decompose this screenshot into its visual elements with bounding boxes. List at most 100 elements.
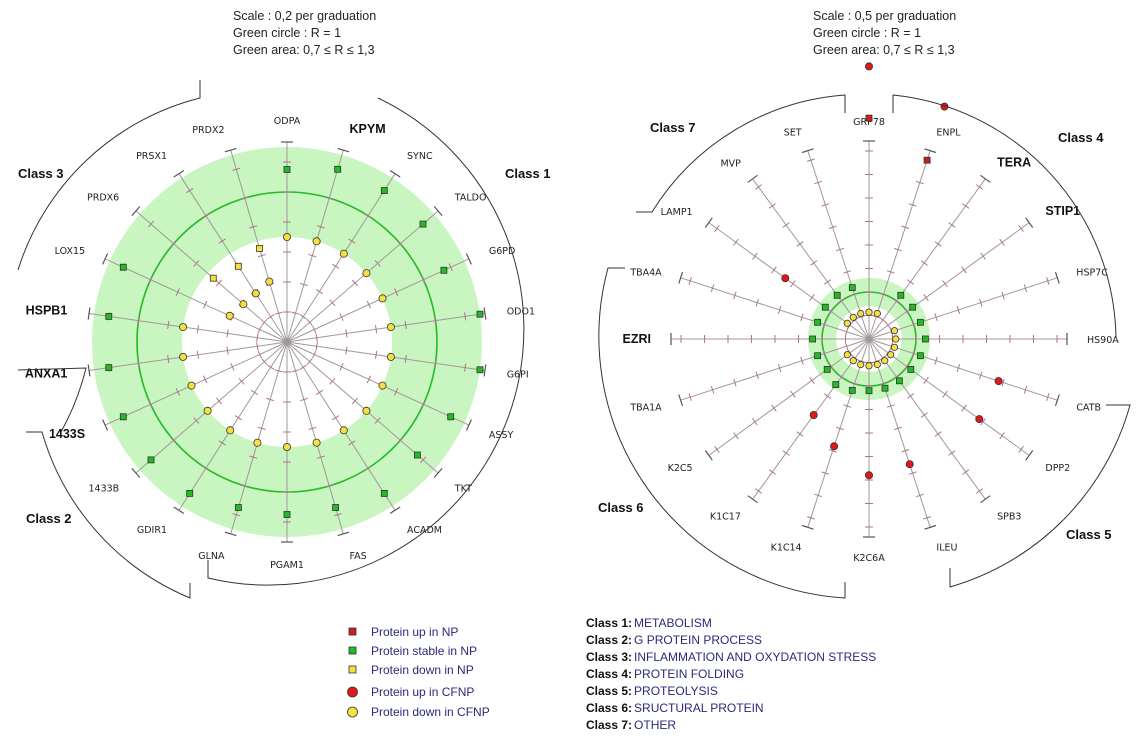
tick xyxy=(256,333,259,342)
axis-end xyxy=(465,419,472,431)
axis-end xyxy=(747,174,758,183)
axis-PRSX1 xyxy=(178,173,288,343)
tick xyxy=(291,311,300,315)
np-marker-PGAM1 xyxy=(283,511,291,518)
axis-1433S xyxy=(104,341,288,426)
np-stable-marker-CATB xyxy=(917,352,924,360)
tick xyxy=(148,275,153,284)
tick xyxy=(203,375,208,384)
tick xyxy=(782,450,790,456)
tick xyxy=(980,418,986,426)
tick xyxy=(299,364,307,370)
tick xyxy=(920,412,928,418)
tick xyxy=(299,314,307,320)
axis-end xyxy=(337,147,350,153)
axis-label-ILEU: ILEU xyxy=(936,542,957,553)
np-marker-PRDX2 xyxy=(256,244,263,252)
np-marker-TKT xyxy=(413,451,421,459)
cfnp-down-marker-LAMP1 xyxy=(843,319,851,327)
tick xyxy=(216,397,222,405)
tick xyxy=(216,279,222,287)
green-area-band xyxy=(92,147,482,537)
tick xyxy=(934,313,938,322)
cfnp-marker-GLNA xyxy=(253,438,262,447)
tick xyxy=(796,431,804,437)
tick xyxy=(175,288,180,297)
np-stable-marker-HS90A xyxy=(922,335,929,343)
tick xyxy=(316,455,325,459)
cfnp-down-marker-DPP2 xyxy=(887,351,895,359)
axis-GLNA xyxy=(230,341,288,535)
cfnp-marker-HSPB1 xyxy=(179,323,188,332)
np-stable-marker-SET xyxy=(848,284,856,292)
axis-LAMP1 xyxy=(708,222,870,340)
tick xyxy=(308,426,317,430)
cfnp-marker-ODPA xyxy=(282,232,291,241)
tick xyxy=(306,318,313,326)
np-stable-marker-K1C14 xyxy=(848,386,856,394)
class-list-3: Class 3: INFLAMMATION AND OXYDATION STRES… xyxy=(586,650,876,664)
axis-end xyxy=(924,148,937,154)
np-stable-marker-MVP xyxy=(833,291,841,299)
np-marker-1433B xyxy=(147,456,155,464)
np-stable-marker-TBA1A xyxy=(814,352,821,360)
axis-end xyxy=(389,169,401,178)
tick xyxy=(904,363,910,371)
tick xyxy=(824,393,832,399)
tick xyxy=(923,294,929,302)
tick xyxy=(230,363,235,371)
tick xyxy=(339,363,344,371)
tick xyxy=(397,240,404,248)
np-stable-marker-ILEU xyxy=(881,384,889,392)
tick xyxy=(167,320,170,329)
axis-end xyxy=(1054,271,1060,284)
left-header-circle: Green circle : R = 1 xyxy=(233,26,341,40)
axis-label-SET: SET xyxy=(784,128,802,139)
axis-TBA4A xyxy=(680,277,870,340)
tick xyxy=(375,325,378,334)
class-list-5: Class 5: PROTEOLYSIS xyxy=(586,684,718,698)
tick xyxy=(886,404,895,408)
cfnp-marker-PRDX6 xyxy=(239,300,248,309)
tick xyxy=(374,417,381,424)
cfnp-down-marker-K2C6A xyxy=(865,362,873,370)
cfnp-down-marker-SET xyxy=(857,309,865,318)
cfnp-down-marker-SPB3 xyxy=(881,357,889,365)
axis-label-ENPL: ENPL xyxy=(936,128,961,139)
tick xyxy=(814,493,823,498)
tick xyxy=(352,279,358,287)
tick xyxy=(250,389,259,396)
tick xyxy=(137,316,140,325)
np-stable-marker-EZRI xyxy=(809,335,816,343)
cfnp-marker-PGAM1 xyxy=(282,442,291,451)
tick xyxy=(912,349,916,358)
np-stable-marker-SPB3 xyxy=(896,377,903,385)
tick xyxy=(364,465,372,471)
tick xyxy=(148,400,153,409)
axis-TBA1A xyxy=(680,338,870,401)
tick xyxy=(688,276,692,285)
right-radar-chart: GRP78 ENPL TERA STIP1 HSP7C HS90A CATB DPP2 SPB3… xyxy=(598,62,1131,599)
tick xyxy=(771,266,777,274)
cfnp-marker-ODO1 xyxy=(386,323,395,332)
tick xyxy=(904,307,910,315)
np-marker-ANXA1 xyxy=(105,364,113,372)
tick xyxy=(923,376,929,384)
tick xyxy=(934,356,938,365)
tick xyxy=(312,325,317,334)
tick xyxy=(843,270,852,274)
cfnp-down-marker-HSP7C xyxy=(890,327,899,335)
tick xyxy=(915,493,924,498)
axis-end xyxy=(102,253,109,265)
tick xyxy=(274,369,283,373)
tick xyxy=(942,280,948,288)
axis-ENPL xyxy=(868,150,931,340)
tick xyxy=(266,397,275,402)
tick xyxy=(234,415,242,421)
np-stable-marker-K1C17 xyxy=(832,381,840,389)
tick xyxy=(1023,284,1028,293)
axis-end xyxy=(1025,217,1034,228)
tick xyxy=(923,516,932,520)
tick xyxy=(961,266,967,274)
